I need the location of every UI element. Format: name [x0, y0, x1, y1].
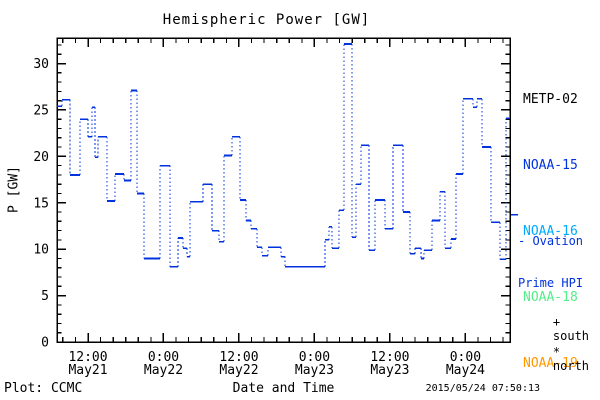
- svg-text:0: 0: [41, 336, 49, 351]
- legend-item-noaa15: NOAA-15: [523, 158, 578, 173]
- legend-item-noaa19: NOAA-19: [523, 356, 578, 371]
- svg-text:May21: May21: [68, 363, 107, 378]
- marker-key-north: * north: [524, 331, 589, 387]
- legend-item-noaa18: NOAA-18: [523, 290, 578, 305]
- svg-text:May22: May22: [219, 363, 258, 378]
- plot-source-credit: Plot: CCMC: [4, 381, 83, 396]
- tick-labels: 12:00May210:00May2212:00May220:00May2312…: [33, 57, 485, 378]
- svg-text:5: 5: [41, 289, 49, 304]
- plot-timestamp: 2015/05/24 07:50:13: [425, 383, 540, 394]
- svg-text:12:00: 12:00: [219, 350, 258, 365]
- svg-text:25: 25: [33, 103, 49, 118]
- marker-key-south-label: south: [552, 329, 590, 343]
- svg-text:30: 30: [33, 57, 49, 72]
- y-axis-label: P [GW]: [6, 166, 22, 213]
- x-axis-title: Date and Time: [232, 381, 335, 396]
- asterisk-marker-icon: *: [552, 345, 561, 359]
- legend-item-metp02: METP-02: [523, 92, 578, 107]
- ovation-prime-hpi-label: - Ovation Prime HPI: [518, 206, 583, 318]
- marker-key-south: + south: [524, 301, 589, 357]
- legend: METP-02 NOAA-15 NOAA-16 NOAA-18 NOAA-19: [523, 45, 578, 400]
- svg-text:May24: May24: [446, 363, 485, 378]
- svg-text:0:00: 0:00: [450, 350, 481, 365]
- svg-text:10: 10: [33, 243, 49, 258]
- svg-text:May22: May22: [144, 363, 183, 378]
- chart-title: Hemispheric Power [GW]: [162, 12, 371, 28]
- plus-marker-icon: +: [552, 315, 561, 329]
- svg-text:12:00: 12:00: [370, 350, 409, 365]
- legend-item-noaa16: NOAA-16: [523, 224, 578, 239]
- marker-key-north-label: north: [552, 359, 590, 373]
- ovation-label-line1: - Ovation: [518, 234, 584, 248]
- svg-text:0:00: 0:00: [299, 350, 330, 365]
- hemispheric-power-step-curve: [57, 43, 510, 268]
- svg-text:20: 20: [33, 150, 49, 165]
- svg-text:May23: May23: [370, 363, 409, 378]
- svg-text:15: 15: [33, 196, 49, 211]
- svg-text:0:00: 0:00: [148, 350, 179, 365]
- ovation-label-line2: Prime HPI: [518, 276, 584, 290]
- svg-text:May23: May23: [295, 363, 334, 378]
- svg-text:12:00: 12:00: [68, 350, 107, 365]
- axis-frame-and-ticks: [56, 37, 511, 343]
